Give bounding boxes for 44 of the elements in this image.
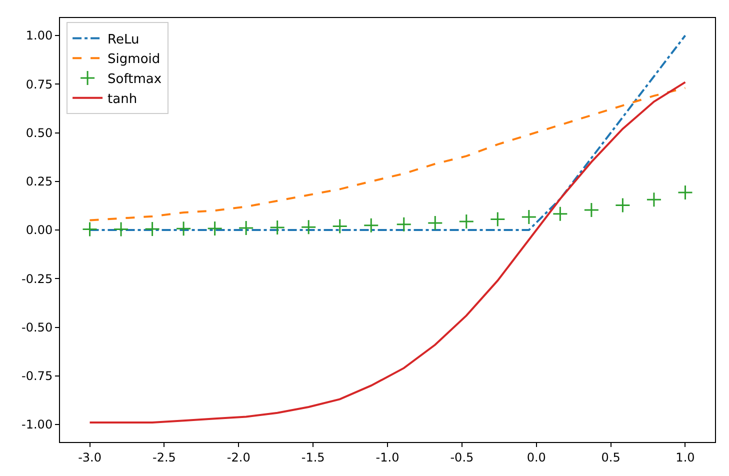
point	[677, 184, 693, 200]
x-tick-label: -1.0	[376, 450, 400, 464]
point	[396, 216, 412, 232]
point	[490, 212, 506, 228]
y-tick-label: -0.50	[22, 320, 53, 334]
point	[363, 218, 379, 234]
y-tick-label: 0.75	[26, 77, 53, 92]
point	[82, 221, 98, 237]
point	[207, 220, 223, 236]
x-tick-label: -2.0	[226, 450, 250, 464]
y-tick-label: -1.00	[22, 418, 53, 432]
y-tick-label: -0.25	[22, 272, 53, 286]
legend-label: tanh	[108, 92, 138, 107]
point	[646, 192, 662, 208]
legend-label: Sigmoid	[108, 52, 160, 68]
x-tick-label: -0.5	[450, 450, 474, 464]
legend-label: Softmax	[108, 72, 162, 88]
x-tick-label: 0.0	[526, 450, 546, 464]
point	[113, 221, 129, 237]
x-tick-label: -1.5	[301, 450, 325, 464]
y-tick-label: 1.00	[26, 28, 53, 43]
x-tick-label: -3.0	[78, 450, 102, 464]
point	[238, 220, 254, 236]
point	[332, 218, 348, 234]
point	[270, 220, 286, 236]
x-tick-label: 0.5	[601, 450, 620, 464]
point	[584, 202, 600, 218]
x-tick-label: -2.5	[152, 450, 176, 464]
point	[427, 215, 443, 231]
y-tick-label: -0.75	[22, 369, 53, 384]
y-tick-label: 0.00	[26, 223, 53, 238]
point	[144, 221, 160, 237]
point	[458, 214, 474, 230]
point	[176, 220, 192, 236]
line-series	[88, 87, 686, 222]
point	[300, 219, 316, 235]
point	[614, 198, 630, 214]
line-series	[88, 34, 686, 231]
point	[521, 209, 537, 225]
legend-label: ReLu	[108, 32, 140, 48]
y-tick-label: 0.50	[26, 126, 53, 140]
x-tick-label: 1.0	[676, 450, 695, 464]
point	[552, 206, 568, 222]
y-tick-label: 0.25	[26, 174, 53, 189]
